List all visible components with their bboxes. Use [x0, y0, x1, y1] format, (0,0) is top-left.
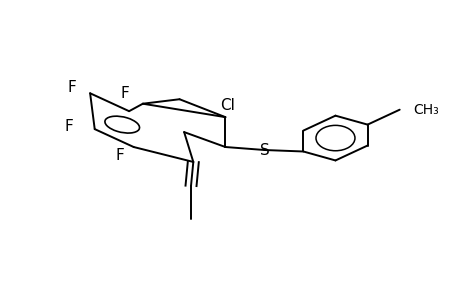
Text: F: F [120, 86, 129, 101]
Text: CH₃: CH₃ [413, 103, 438, 117]
Text: S: S [259, 142, 269, 158]
Text: F: F [67, 80, 76, 95]
Text: Cl: Cl [220, 98, 235, 113]
Text: F: F [115, 148, 124, 164]
Text: F: F [64, 118, 73, 134]
